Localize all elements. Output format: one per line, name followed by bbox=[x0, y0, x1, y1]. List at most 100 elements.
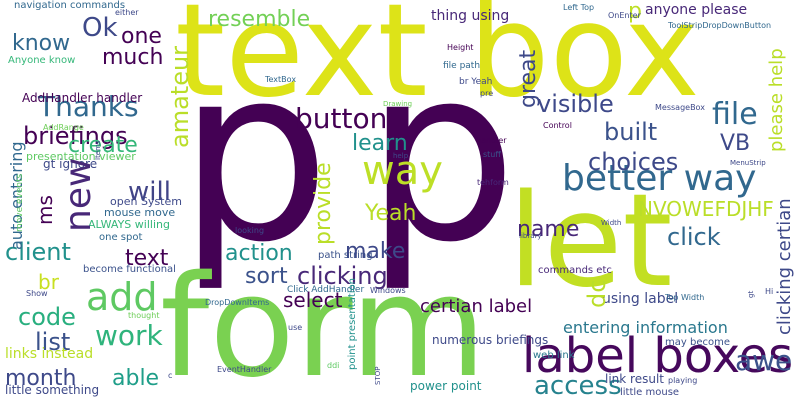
word: client bbox=[5, 238, 71, 266]
word: presentation viewer bbox=[26, 150, 136, 163]
word: one bbox=[121, 24, 162, 49]
word: use bbox=[288, 323, 302, 332]
word: point presentation bbox=[347, 278, 358, 370]
word: little something bbox=[5, 383, 99, 397]
word: library bbox=[519, 232, 542, 240]
word: label boxes bbox=[522, 328, 793, 384]
word: ToolStripDropDownButton bbox=[667, 21, 771, 30]
word: add bbox=[86, 275, 158, 319]
word: numerous briefings bbox=[432, 333, 548, 347]
word: sort bbox=[245, 264, 288, 289]
word: open System bbox=[110, 195, 182, 208]
word: handler bbox=[476, 136, 507, 145]
word: choices bbox=[588, 148, 678, 176]
word: EventHandler bbox=[217, 365, 272, 374]
word: thing using bbox=[431, 8, 509, 24]
word: AddHandler handler bbox=[22, 91, 142, 105]
word: Thanks bbox=[37, 90, 139, 123]
word: will bbox=[128, 177, 171, 207]
word: using label bbox=[602, 291, 678, 307]
word: looking bbox=[235, 226, 264, 235]
word: better way bbox=[562, 158, 756, 199]
word: Left Top bbox=[563, 3, 594, 12]
word: create bbox=[68, 133, 138, 158]
word: web link bbox=[533, 350, 575, 361]
word: visible bbox=[537, 90, 614, 118]
word: certian label bbox=[420, 296, 532, 317]
word: TextBox bbox=[264, 75, 296, 84]
word: playing bbox=[668, 376, 697, 385]
word: pre bbox=[480, 89, 493, 98]
word: thought bbox=[128, 311, 159, 320]
word: br Yeah bbox=[459, 77, 492, 87]
word: NVOWEFDJHF bbox=[638, 197, 774, 221]
word: Show bbox=[26, 289, 48, 298]
word: dc bbox=[583, 280, 611, 308]
word: OnEnter bbox=[608, 11, 642, 20]
word: Drawing bbox=[383, 100, 412, 108]
word: ALWAYS willing bbox=[88, 218, 170, 231]
word: Control bbox=[543, 121, 572, 130]
word: entering information bbox=[563, 318, 728, 337]
word: please help bbox=[766, 48, 787, 152]
word: list bbox=[35, 328, 70, 356]
word: Windows bbox=[370, 286, 406, 295]
word: file path bbox=[443, 61, 480, 71]
word: click bbox=[667, 223, 721, 251]
word: Anyone know bbox=[8, 55, 75, 66]
word: new bbox=[58, 158, 99, 232]
word: learn bbox=[352, 131, 408, 156]
word: p bbox=[628, 0, 642, 24]
word: much bbox=[102, 45, 163, 70]
word: provide bbox=[311, 162, 336, 245]
word: anyone please bbox=[645, 2, 747, 18]
word: Ok bbox=[82, 13, 118, 43]
word: STOP bbox=[374, 367, 382, 385]
word: work bbox=[95, 319, 164, 352]
word: auto entering bbox=[7, 141, 26, 250]
word: great bbox=[516, 49, 541, 108]
word: MessageBox bbox=[655, 103, 705, 112]
word: let bbox=[508, 167, 673, 316]
word: built bbox=[604, 118, 657, 146]
word: ms bbox=[33, 195, 57, 225]
word: move events bbox=[15, 173, 25, 232]
word: select bbox=[283, 288, 343, 312]
word: Top Width bbox=[664, 293, 704, 302]
word: month bbox=[5, 366, 76, 391]
word: link result bbox=[605, 372, 664, 386]
word: name bbox=[517, 217, 579, 242]
word: VB bbox=[720, 131, 750, 156]
word: help bbox=[393, 152, 409, 160]
word: Width bbox=[601, 219, 621, 227]
word: briefings bbox=[23, 122, 128, 150]
word: navigation commands bbox=[14, 0, 125, 11]
word: amateur bbox=[166, 46, 194, 148]
word: p bbox=[365, 15, 517, 295]
word: tehform bbox=[477, 178, 509, 187]
word: DropDownItems bbox=[205, 298, 269, 307]
word: power point bbox=[410, 379, 482, 393]
word: stuff bbox=[483, 150, 501, 159]
word: mouse move bbox=[104, 206, 175, 219]
word: gt bbox=[747, 291, 755, 298]
word: awe bbox=[735, 344, 792, 377]
word: path string bbox=[318, 250, 373, 261]
word: code bbox=[18, 303, 76, 331]
word: file bbox=[712, 97, 758, 132]
word: may become bbox=[665, 337, 730, 348]
word: become functional bbox=[83, 264, 176, 275]
word: make bbox=[345, 239, 405, 264]
word: commands etc bbox=[538, 265, 612, 276]
word: resemble bbox=[208, 7, 310, 32]
word: form bbox=[160, 246, 486, 400]
word: p bbox=[178, 15, 330, 295]
word: br bbox=[38, 270, 60, 294]
word: text bbox=[125, 246, 169, 271]
word: gt ignore bbox=[43, 157, 97, 171]
word: links instead bbox=[5, 346, 93, 362]
word: one spot bbox=[99, 232, 142, 243]
